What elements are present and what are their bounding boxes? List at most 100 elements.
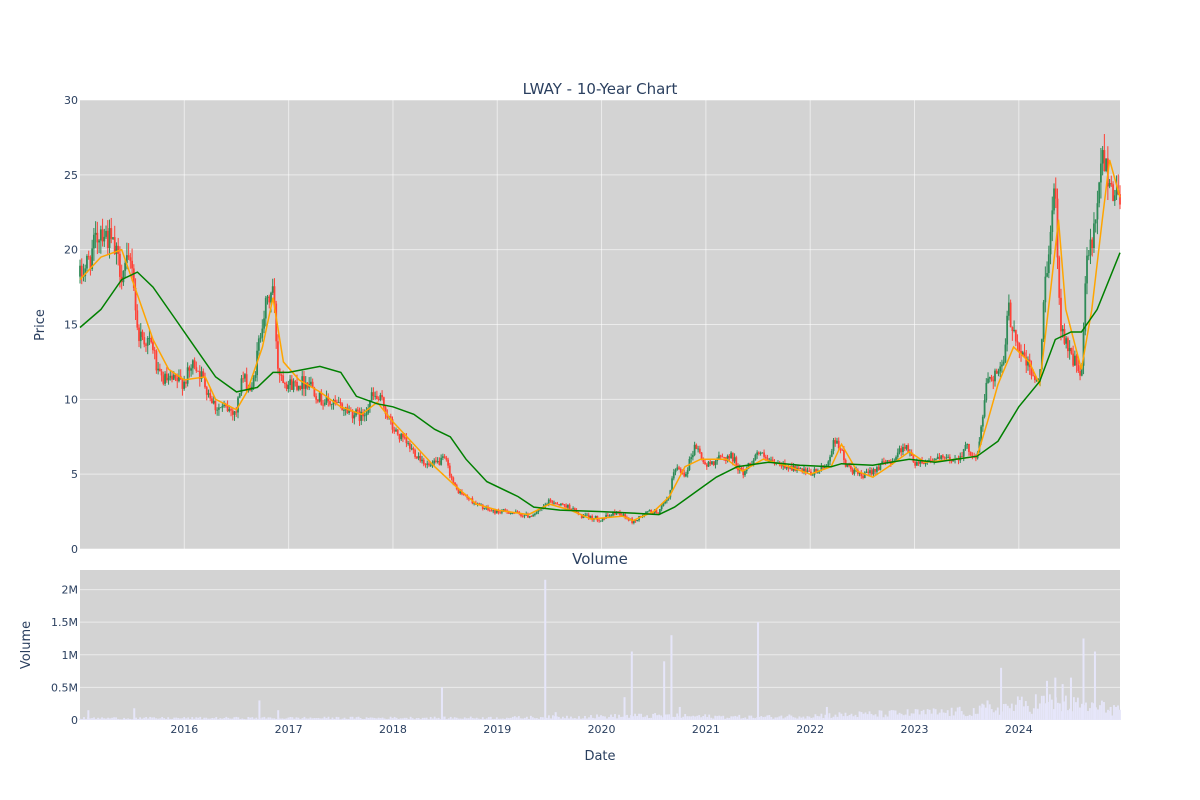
- volume-bar: [443, 716, 446, 720]
- candle-body: [942, 455, 944, 458]
- volume-bar: [1105, 712, 1107, 720]
- volume-bar: [764, 716, 767, 720]
- volume-bar: [1026, 705, 1029, 720]
- candle-body: [131, 260, 133, 269]
- volume-bar: [972, 708, 975, 720]
- volume-bar: [896, 714, 899, 720]
- date-x-tick-label: 2024: [1005, 723, 1033, 736]
- candle-body: [87, 256, 90, 258]
- volume-bar: [552, 715, 554, 720]
- volume-bar: [313, 718, 316, 720]
- volume-bar: [391, 718, 394, 720]
- candle-body: [895, 457, 897, 461]
- candle-body: [905, 445, 908, 449]
- volume-bar: [992, 712, 995, 720]
- candle-body: [327, 396, 330, 402]
- volume-bar: [988, 704, 991, 720]
- candle-body: [216, 409, 219, 411]
- candle-body: [450, 475, 453, 478]
- candle-body: [414, 450, 416, 457]
- candle-body: [742, 469, 745, 476]
- candle-body: [874, 468, 877, 472]
- volume-bar: [497, 718, 500, 720]
- volume-bar: [722, 715, 725, 720]
- candle-body: [494, 510, 496, 514]
- volume-bar: [225, 716, 228, 720]
- candle-body: [997, 371, 1000, 374]
- candle-body: [1080, 365, 1083, 376]
- candle-body: [560, 503, 562, 506]
- candle-body: [1021, 352, 1024, 355]
- volume-spike-bar: [678, 706, 681, 720]
- volume-bar: [1091, 702, 1093, 720]
- candle-body: [685, 474, 687, 477]
- volume-bar: [79, 718, 81, 720]
- candle-body: [488, 509, 491, 511]
- volume-bar: [782, 718, 785, 720]
- candle-body: [158, 368, 161, 372]
- volume-plot-background: [80, 570, 1120, 720]
- volume-bar: [842, 716, 845, 720]
- candle-body: [150, 337, 153, 343]
- candle-body: [848, 464, 851, 467]
- volume-bar: [654, 713, 657, 720]
- volume-bar: [790, 715, 793, 720]
- volume-bar: [616, 718, 618, 720]
- candle-body: [473, 502, 476, 504]
- volume-bar: [794, 717, 797, 720]
- volume-bar: [968, 714, 971, 720]
- candle-body: [195, 367, 198, 371]
- volume-bar: [137, 719, 140, 720]
- candle-body: [549, 499, 552, 501]
- volume-bar: [674, 716, 677, 720]
- volume-bar: [936, 714, 939, 720]
- volume-bar: [666, 714, 669, 720]
- volume-bar: [778, 716, 781, 720]
- volume-bar: [389, 716, 392, 720]
- volume-bar: [179, 718, 182, 720]
- candle-body: [112, 237, 114, 239]
- volume-bar: [101, 717, 103, 720]
- candle-body: [379, 395, 382, 400]
- volume-bar: [373, 717, 376, 720]
- candle-body: [1013, 329, 1015, 331]
- volume-bar: [435, 718, 438, 720]
- volume-bar: [501, 718, 504, 720]
- candle-body: [900, 448, 903, 453]
- volume-bar: [904, 714, 907, 720]
- volume-bar: [1024, 701, 1027, 720]
- candle-body: [594, 515, 597, 518]
- candle-body: [924, 462, 927, 464]
- candle-body: [723, 457, 726, 458]
- volume-y-axis-ticks: 0 0.5M 1M 1.5M 2M: [51, 584, 78, 727]
- price-y-tick-label: 0: [71, 543, 78, 556]
- candle-body: [936, 456, 939, 460]
- candle-body: [744, 471, 746, 476]
- volume-bar: [690, 716, 693, 720]
- volume-bar: [804, 718, 807, 720]
- volume-spike-bar: [133, 708, 136, 720]
- volume-bar: [974, 713, 977, 720]
- volume-bar: [521, 718, 524, 720]
- volume-bar: [407, 719, 410, 720]
- candle-body: [139, 331, 142, 342]
- candle-body: [429, 465, 432, 466]
- candle-body: [1110, 183, 1113, 185]
- volume-bar: [211, 717, 214, 720]
- candle-body: [316, 399, 319, 402]
- candle-body: [134, 287, 137, 311]
- volume-bar: [994, 710, 997, 720]
- volume-bar: [594, 718, 596, 720]
- volume-bar: [806, 716, 809, 720]
- candle-body: [836, 440, 838, 444]
- candle-body: [369, 400, 371, 408]
- volume-bar: [271, 718, 274, 720]
- volume-bar: [81, 718, 83, 720]
- volume-bar: [273, 718, 276, 720]
- candle-body: [495, 510, 498, 514]
- candle-body: [601, 518, 604, 521]
- volume-spike-bar: [1093, 651, 1096, 720]
- volume-bar: [1058, 703, 1061, 720]
- volume-bar: [205, 717, 208, 720]
- candle-body: [697, 448, 699, 450]
